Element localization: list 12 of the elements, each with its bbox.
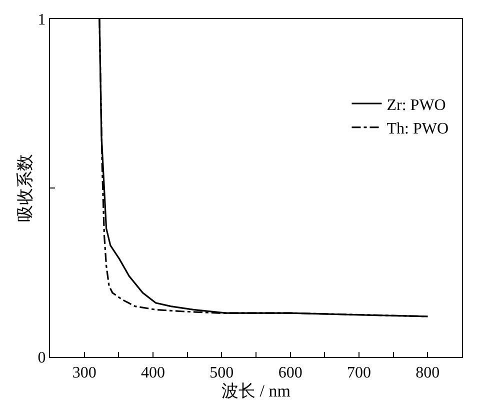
y-axis-title: 吸收系数	[15, 154, 34, 222]
y-tick-label: 0	[38, 350, 46, 367]
x-tick-label: 500	[210, 364, 234, 382]
y-tick-label: 1	[38, 12, 46, 29]
x-tick-label: 600	[278, 364, 302, 382]
x-tick-label: 700	[347, 364, 371, 382]
x-axis-title: 波长 / nm	[222, 382, 290, 401]
legend-label: Th: PWO	[386, 120, 449, 138]
x-tick-label: 300	[72, 364, 96, 382]
x-tick-label: 400	[141, 364, 165, 382]
x-tick-label: 800	[416, 364, 440, 382]
legend-label: Zr: PWO	[386, 96, 446, 114]
